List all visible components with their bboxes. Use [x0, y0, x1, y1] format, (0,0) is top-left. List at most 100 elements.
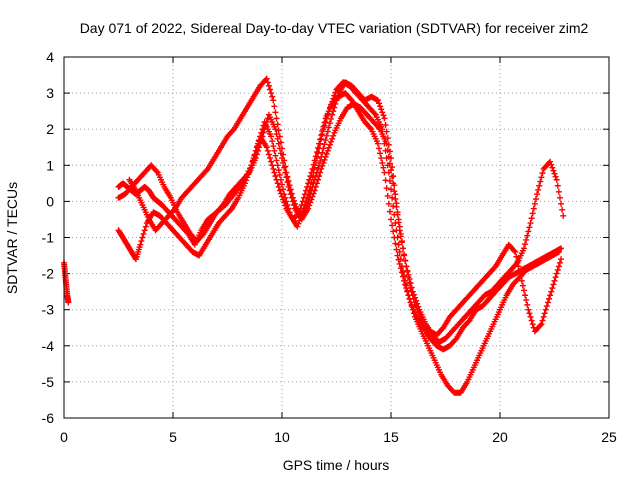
data-point: [139, 234, 146, 241]
data-point: [320, 126, 327, 133]
data-point: [301, 206, 308, 213]
y-tick-label: 0: [46, 193, 54, 209]
data-point: [275, 167, 282, 174]
data-point: [390, 173, 397, 180]
data-point: [263, 75, 270, 82]
data-point: [227, 206, 234, 213]
data-point: [282, 194, 289, 201]
data-point: [285, 177, 292, 184]
data-point: [408, 288, 415, 295]
data-point: [328, 115, 335, 122]
data-point: [379, 159, 386, 166]
data-point: [329, 98, 336, 105]
data-point: [374, 97, 381, 104]
data-point: [525, 228, 532, 235]
data-point: [310, 180, 317, 187]
data-point: [367, 124, 374, 131]
y-tick-label: -3: [42, 302, 55, 318]
data-point: [305, 198, 312, 205]
data-point: [532, 195, 539, 202]
data-point: [542, 306, 549, 313]
data-point: [383, 185, 390, 192]
data-point: [282, 163, 289, 170]
data-point: [517, 273, 524, 280]
data-point: [543, 303, 550, 310]
data-point: [263, 144, 270, 151]
data-point: [330, 108, 337, 115]
data-point: [553, 270, 560, 277]
data-point: [520, 287, 527, 294]
data-point: [332, 100, 339, 107]
data-point: [321, 156, 328, 163]
data-point: [319, 131, 326, 138]
series-t2: [115, 79, 562, 396]
x-tick-label: 15: [383, 429, 399, 445]
data-point: [403, 282, 410, 289]
data-point: [140, 230, 147, 237]
data-point: [556, 259, 563, 266]
y-tick-label: 4: [46, 49, 54, 65]
data-point: [376, 100, 383, 107]
data-point: [402, 277, 409, 284]
data-point: [386, 208, 393, 215]
data-point: [393, 200, 400, 207]
data-point: [555, 188, 562, 195]
data-point: [378, 106, 385, 113]
data-point: [539, 170, 546, 177]
data-point: [314, 165, 321, 172]
data-point: [274, 180, 281, 187]
y-tick-label: -5: [42, 374, 55, 390]
data-point: [252, 155, 259, 162]
data-point: [269, 93, 276, 100]
data-point: [537, 178, 544, 185]
y-tick-label: 2: [46, 121, 54, 137]
data-point: [544, 299, 551, 306]
data-point: [520, 245, 527, 252]
data-point: [324, 128, 331, 135]
data-point: [558, 245, 565, 252]
data-point: [323, 132, 330, 139]
data-point: [288, 190, 295, 197]
data-point: [393, 246, 400, 253]
data-point: [270, 165, 277, 172]
data-point: [385, 141, 392, 148]
data-point: [262, 122, 269, 129]
data-point: [277, 139, 284, 146]
data-point: [267, 86, 274, 93]
data-point: [330, 95, 337, 102]
data-point: [555, 263, 562, 270]
data-point: [534, 191, 541, 198]
data-point: [535, 186, 542, 193]
data-point: [558, 200, 565, 207]
data-point: [171, 206, 178, 213]
data-point: [384, 135, 391, 142]
data-point: [377, 103, 384, 110]
data-point: [219, 203, 226, 210]
data-point: [281, 157, 288, 164]
data-point: [283, 169, 290, 176]
data-point: [283, 198, 290, 205]
data-point: [552, 173, 559, 180]
data-point: [554, 182, 561, 189]
data-point: [279, 181, 285, 188]
data-point: [271, 147, 278, 154]
data-point: [383, 128, 390, 135]
data-point: [286, 182, 293, 189]
data-point: [305, 180, 312, 187]
series-t3: [115, 100, 567, 346]
data-point: [347, 96, 354, 103]
data-point: [329, 111, 336, 118]
data-point: [311, 164, 318, 171]
data-point: [331, 104, 338, 111]
data-point: [324, 147, 331, 154]
data-point: [560, 212, 567, 219]
data-point: [261, 126, 268, 133]
data-point: [381, 115, 388, 122]
y-tick-label: -2: [42, 266, 55, 282]
data-point: [295, 220, 302, 227]
data-point: [399, 245, 406, 252]
data-point: [541, 310, 548, 317]
data-point: [137, 241, 144, 248]
data-point: [289, 194, 296, 201]
data-point: [397, 256, 404, 263]
